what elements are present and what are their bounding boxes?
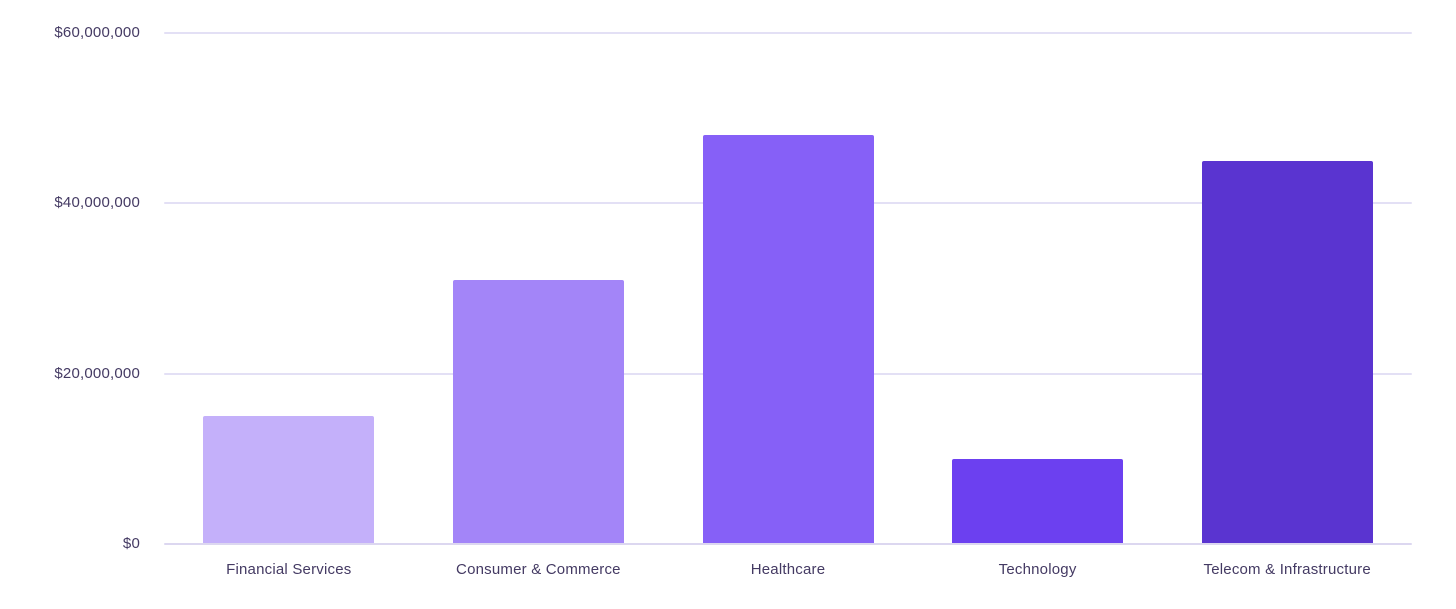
y-axis-tick-label: $20,000,000 — [54, 364, 140, 382]
y-axis-tick-label: $40,000,000 — [54, 194, 140, 212]
y-axis-tick-label: $60,000,000 — [54, 24, 140, 41]
x-axis-label: Financial Services — [226, 561, 352, 578]
x-axis-label: Consumer & Commerce — [456, 561, 621, 578]
x-axis-label: Healthcare — [750, 561, 826, 578]
x-axis-label: Telecom & Infrastructure — [1203, 561, 1371, 578]
bar-telecom-infrastructure[interactable] — [1201, 160, 1373, 544]
bar-consumer-commerce[interactable] — [452, 279, 624, 544]
y-axis-tick-label: $0 — [122, 535, 140, 552]
x-axis-baseline — [164, 543, 1412, 545]
x-axis-label: Technology — [998, 561, 1077, 578]
bar-technology[interactable] — [952, 458, 1124, 544]
bar-financial-services[interactable] — [203, 416, 375, 544]
bar-healthcare[interactable] — [702, 135, 874, 544]
gridline — [164, 32, 1412, 34]
